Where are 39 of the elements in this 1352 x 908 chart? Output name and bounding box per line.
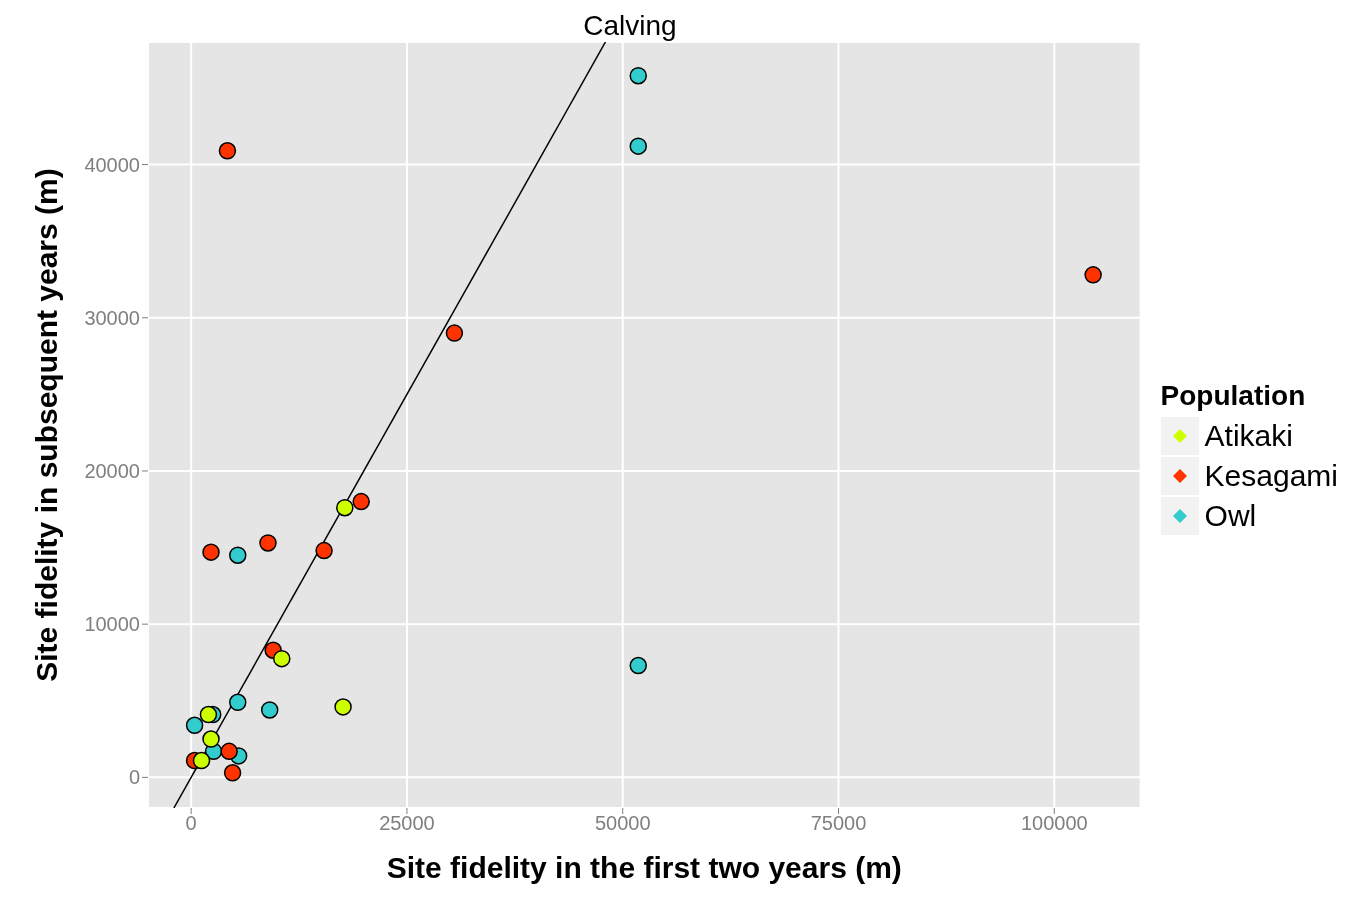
y-axis-title: Site fidelity in subsequent years (m) [29, 168, 63, 682]
point [229, 546, 247, 564]
point [315, 541, 333, 560]
legend-label: Atikaki [1203, 418, 1294, 454]
point [223, 764, 242, 782]
y-tick-label: 40000 [84, 153, 140, 176]
y-tick-label: 20000 [84, 460, 140, 483]
point [199, 705, 218, 724]
point [185, 716, 204, 735]
x-tick-label: 100000 [1020, 812, 1088, 835]
x-tick-label: 50000 [594, 812, 651, 835]
point [220, 742, 238, 761]
point [260, 701, 279, 719]
chart-title: Calving [582, 10, 678, 42]
x-tick-label: 75000 [810, 812, 867, 835]
point [273, 649, 291, 668]
x-tick-label: 0 [185, 812, 197, 835]
legend-label: Kesagami [1203, 458, 1338, 494]
legend-label: Owl [1203, 498, 1258, 534]
point [629, 66, 648, 85]
point [1084, 266, 1102, 284]
y-tick-label: 0 [128, 766, 140, 789]
y-tick-label: 30000 [84, 306, 140, 329]
x-axis-title: Site fidelity in the first two years (m) [386, 851, 902, 884]
legend-title: Population [1160, 380, 1307, 412]
point [202, 543, 220, 561]
point [259, 534, 277, 552]
x-tick-label: 25000 [379, 812, 435, 835]
point [218, 142, 237, 160]
point [629, 656, 648, 675]
point [336, 498, 354, 517]
point [192, 751, 211, 770]
point [202, 730, 220, 748]
point [445, 324, 464, 342]
point [334, 698, 352, 716]
point [629, 137, 648, 155]
y-tick-label: 10000 [84, 613, 140, 636]
point [229, 693, 247, 712]
point [352, 492, 370, 511]
